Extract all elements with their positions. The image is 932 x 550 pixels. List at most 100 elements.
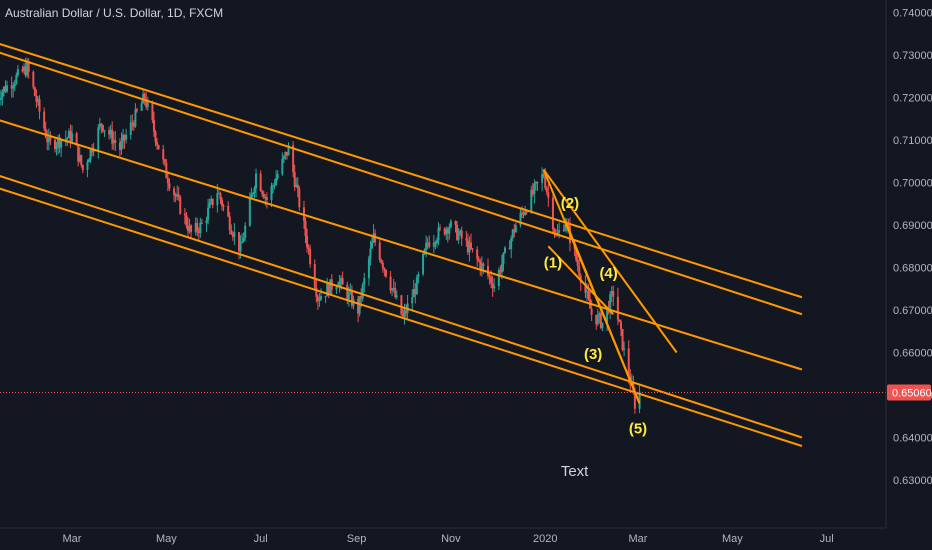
candle-body [222,205,225,207]
trendlines-layer[interactable] [0,38,803,447]
candle-body [23,66,26,72]
candle-body [304,220,307,236]
candle-body [131,122,134,124]
candle-body [446,228,449,234]
trendline[interactable] [542,169,678,354]
candle-body [168,183,171,189]
candle-body [493,285,496,289]
candle-body [24,66,27,76]
trendline[interactable] [547,245,614,315]
date-tick-label: Jul [820,533,834,545]
candle-body [292,145,295,173]
candle-body [46,137,49,143]
candle-body [165,162,168,179]
candle-body [633,392,636,409]
candle-body [185,215,188,226]
candle-body [575,248,578,260]
candle-body [425,242,428,250]
candle-body [347,292,350,300]
candle-body [564,224,567,231]
candle-body [480,263,483,270]
candle-body [477,258,480,262]
candle-body [338,281,341,287]
trendline[interactable] [564,220,641,404]
candles-layer [0,57,641,414]
candle-body [239,243,242,252]
candle-body [207,207,210,221]
candle-body [132,123,135,127]
candle-body [186,225,189,232]
candle-body [143,93,146,100]
candle-body [199,222,202,234]
candle-body [497,269,500,286]
candle-body [151,102,154,120]
candle-body [335,287,338,290]
trendline[interactable] [0,170,803,439]
candle-body [166,178,169,184]
price-tick-label: 0.66000 [893,348,932,360]
candle-body [162,149,165,160]
candle-body [2,86,5,92]
candle-body [71,133,73,142]
candle-body [490,276,493,284]
time-axis[interactable]: Mar May Jul Sep Nov 2020 Mar May Jul [63,533,834,545]
trendline[interactable] [0,38,803,299]
candle-body [293,172,296,188]
price-tick-label: 0.67000 [893,305,932,317]
candle-body [454,221,457,225]
candle-body [599,313,602,328]
candle-body [465,238,468,241]
candle-body [281,158,284,175]
candle-body [457,234,460,240]
candle-body [384,269,387,277]
candle-body [114,140,117,143]
candle-body [389,276,392,291]
candle-body [284,151,287,157]
candle-body [101,125,104,132]
candle-body [118,142,121,150]
candle-body [298,188,301,208]
candle-body [584,282,587,293]
candle-body [157,144,160,150]
candle-body [545,187,548,193]
trendline[interactable] [0,115,803,371]
candle-body [511,229,514,239]
trendline[interactable] [0,47,803,316]
candle-body [69,130,72,142]
price-axis[interactable]: 0.74000 0.73000 0.72000 0.71000 0.70000 0.690… [893,8,932,488]
candle-body [525,211,528,213]
candle-body [619,321,622,330]
price-tick-label: 0.69000 [893,220,932,232]
candle-body [381,262,384,269]
candle-body [601,322,604,328]
candle-body [282,156,285,159]
date-tick-label: May [722,533,743,545]
candle-body [318,299,321,301]
candle-body [140,103,143,111]
candle-body [135,109,138,111]
candle-body [521,212,524,214]
candle-body [394,287,397,298]
date-tick-label: Mar [63,533,82,545]
candle-body [309,248,312,265]
candle-body [479,261,482,270]
chart-title: Australian Dollar / U.S. Dollar, 1D, FXC… [5,6,224,20]
candle-body [380,259,383,263]
candle-body [67,130,70,138]
candle-body [340,278,343,282]
candle-body [357,298,360,314]
candle-body [443,228,446,235]
candle-body [414,288,417,295]
candle-body [519,212,522,226]
candle-body [0,98,2,100]
candle-body [536,181,539,183]
date-tick-label: Nov [441,533,461,545]
candle-body [86,162,89,170]
candle-body [609,294,612,313]
trendline[interactable] [0,183,803,447]
wave-label: (2) [561,195,579,212]
candle-body [486,265,489,276]
price-tick-label: 0.70000 [893,178,932,190]
candle-body [378,242,381,260]
